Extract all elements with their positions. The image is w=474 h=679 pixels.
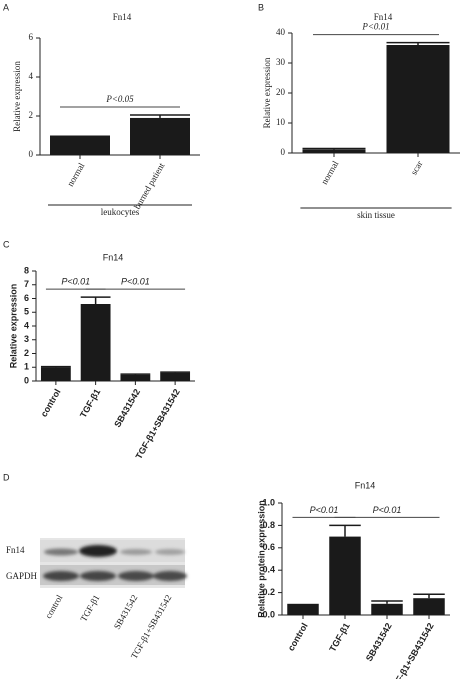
group-label: leukocytes xyxy=(101,207,140,217)
y-tick-label: 8 xyxy=(24,265,29,275)
y-tick-label: 0 xyxy=(29,149,34,159)
y-tick-label: 0.4 xyxy=(262,565,275,575)
panel-label: B xyxy=(258,2,264,12)
y-tick-label: 7 xyxy=(24,279,29,289)
panel-label: A xyxy=(3,2,9,12)
band xyxy=(153,571,187,581)
y-tick-label: 20 xyxy=(276,87,286,97)
error-bar xyxy=(413,593,445,599)
x-tick-label: SB431542 xyxy=(112,387,142,429)
bar xyxy=(120,374,151,381)
y-tick-label: 6 xyxy=(24,293,29,303)
y-tick-label: 6 xyxy=(29,32,34,42)
y-tick-label: 0.2 xyxy=(262,587,275,597)
x-tick-label: normal xyxy=(65,161,87,189)
error-bar xyxy=(160,371,191,373)
x-tick-label: normal xyxy=(319,159,341,187)
y-tick-label: 2 xyxy=(29,110,34,120)
y-tick-label: 0 xyxy=(281,147,286,157)
bar xyxy=(302,149,366,153)
error-bar xyxy=(386,41,450,45)
y-tick-label: 2 xyxy=(24,348,29,358)
panel-label: D xyxy=(3,472,10,482)
y-tick-label: 3 xyxy=(24,334,29,344)
y-tick-label: 0.6 xyxy=(262,542,275,552)
y-axis-label: Relative expression xyxy=(262,57,272,128)
x-tick-label: control xyxy=(286,621,310,652)
bar xyxy=(130,117,190,155)
error-bar xyxy=(302,147,366,150)
western-blot: Fn14 GAPDH control TGF-β1 SB431542 TGF-β… xyxy=(6,538,187,661)
bar xyxy=(413,598,445,615)
y-tick-label: 0.8 xyxy=(262,520,275,530)
band xyxy=(80,571,116,581)
bar xyxy=(287,603,319,615)
error-bar xyxy=(40,365,71,368)
x-tick-label: TGF-β1 xyxy=(78,387,102,419)
group-label: skin tissue xyxy=(357,210,395,220)
lane-label: SB431542 xyxy=(112,593,140,631)
error-bar xyxy=(80,296,111,304)
x-tick-label: control xyxy=(39,387,63,418)
error-bar xyxy=(130,114,190,118)
chart-title: Fn14 xyxy=(103,252,124,262)
band xyxy=(79,545,117,557)
band xyxy=(120,549,152,555)
y-tick-label: 10 xyxy=(276,117,286,127)
x-tick-label: burned patient xyxy=(132,161,167,211)
lane-label: TGF-β1 xyxy=(78,593,101,623)
y-tick-label: 4 xyxy=(24,320,29,330)
significance-label: P<0.01 xyxy=(361,22,389,32)
bar xyxy=(329,536,361,615)
y-axis-label: Relative expression xyxy=(12,61,22,132)
lane-label: control xyxy=(43,593,65,621)
bar xyxy=(386,45,450,153)
x-tick-label: TGF-β1 xyxy=(327,621,351,653)
significance-label: P<0.01 xyxy=(373,505,402,515)
x-tick-label: TGF-β1+SB431542 xyxy=(134,387,182,461)
x-tick-label: TGF-β1+SB431542 xyxy=(387,621,435,679)
bar xyxy=(50,135,110,155)
significance-label: P<0.05 xyxy=(105,94,134,104)
y-axis-label: Relative expression xyxy=(8,284,18,369)
significance-label: P<0.01 xyxy=(310,505,339,515)
y-tick-label: 4 xyxy=(29,71,34,81)
error-bar xyxy=(120,373,151,375)
y-tick-label: 1.0 xyxy=(262,497,275,507)
y-tick-label: 30 xyxy=(276,57,286,67)
y-tick-label: 0 xyxy=(24,375,29,385)
band xyxy=(118,571,154,581)
bar xyxy=(40,367,71,381)
y-tick-label: 40 xyxy=(276,27,286,37)
chart: A Fn14 Relative expression 0 2 4 6 normal burned… xyxy=(3,2,200,217)
panel-label: C xyxy=(3,239,10,249)
band xyxy=(155,549,185,555)
y-axis-label: Relative protein expression xyxy=(256,500,266,618)
x-tick-label: scar xyxy=(409,159,425,177)
y-tick-label: 5 xyxy=(24,307,29,317)
significance-label: P<0.01 xyxy=(121,277,150,287)
bar xyxy=(160,372,191,381)
y-tick-label: 0.0 xyxy=(262,609,275,619)
significance-label: P<0.01 xyxy=(61,277,90,287)
bar xyxy=(371,603,403,615)
chart: B Fn14 Relative expression 0 10 20 30 40 normal s… xyxy=(258,2,460,220)
y-tick-label: 1 xyxy=(24,362,29,372)
chart-title: Fn14 xyxy=(355,480,376,490)
chart-title: Fn14 xyxy=(113,12,132,22)
chart: C Fn14 Relative expression 0 1 2 3 4 5 6 7 8 control… xyxy=(3,239,195,461)
error-bar xyxy=(371,600,403,604)
bar xyxy=(80,304,111,381)
x-tick-label: SB431542 xyxy=(364,621,394,663)
blot-row-label: GAPDH xyxy=(6,571,38,581)
band xyxy=(43,571,79,581)
blot-row-label: Fn14 xyxy=(6,545,25,555)
error-bar xyxy=(329,524,361,537)
chart-title: Fn14 xyxy=(374,12,393,22)
band xyxy=(44,548,78,556)
